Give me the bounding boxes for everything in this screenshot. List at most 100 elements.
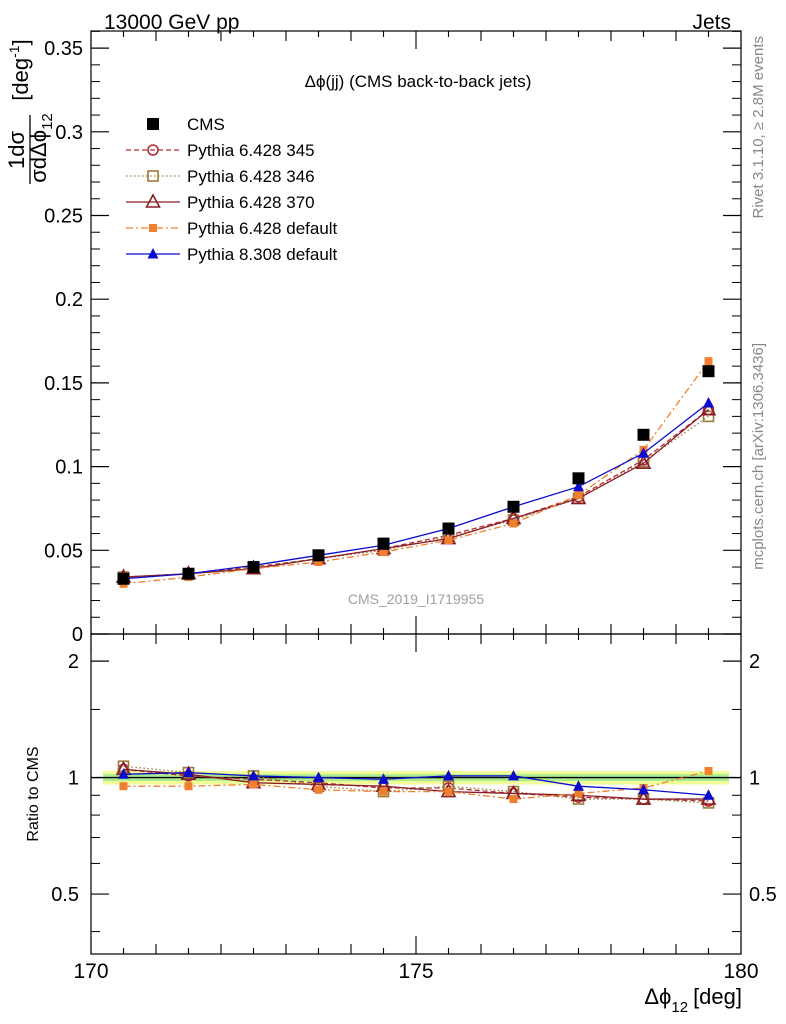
ratio-series-line xyxy=(123,768,709,802)
ratio-data-point xyxy=(509,795,518,804)
data-point xyxy=(635,454,652,470)
y-label-unit: [deg-1] xyxy=(6,39,33,100)
series-pythia-6-428-default xyxy=(119,357,713,588)
legend-marker xyxy=(147,144,159,156)
ratio-y-tick-label-right: 0.5 xyxy=(749,884,777,906)
ratio-data-point xyxy=(118,768,129,779)
rivet-version-label: Rivet 3.1.10, ≥ 2.8M events xyxy=(750,36,767,219)
ratio-series-pythia-6-428-346 xyxy=(117,760,715,809)
header-left: 13000 GeV pp xyxy=(104,11,239,34)
data-point xyxy=(703,396,714,408)
legend-item: Pythia 6.428 346 xyxy=(126,167,315,186)
legend-label: Pythia 6.428 346 xyxy=(187,167,315,186)
ratio-data-point xyxy=(313,771,324,783)
series-line xyxy=(123,360,710,585)
data-point xyxy=(637,428,650,441)
ratio-data-point xyxy=(119,782,128,791)
ratio-series-line xyxy=(123,768,709,800)
y-label-frac-num: 1dσ xyxy=(4,131,29,169)
data-point xyxy=(704,357,713,366)
y-label-frac-den: σdΔϕ12 xyxy=(26,113,56,183)
ratio-y-axis-label: Ratio to CMS xyxy=(25,746,42,841)
main-y-tick-label: 0 xyxy=(72,624,83,646)
data-point xyxy=(444,536,453,545)
mcplots-source-label: mcplots.cern.ch [arXiv:1306.3436] xyxy=(750,343,767,570)
series-pythia-6-428-346 xyxy=(117,410,715,583)
ratio-y-ticks: 0.5 0.5 1 1 2 2 xyxy=(51,651,777,933)
data-point xyxy=(507,500,520,513)
legend-marker xyxy=(145,193,161,208)
ratio-y-tick-label-right: 2 xyxy=(749,651,760,673)
ratio-data-point xyxy=(378,773,389,784)
main-series-group xyxy=(115,357,717,588)
main-y-tick-label: 0.1 xyxy=(55,457,83,479)
series-line xyxy=(123,402,709,580)
x-tick-label: 170 xyxy=(73,960,108,983)
ratio-data-point xyxy=(573,780,584,791)
data-point xyxy=(638,447,649,458)
header-right: Jets xyxy=(692,11,731,34)
ratio-y-tick-label-right: 1 xyxy=(749,768,760,790)
ratio-data-point xyxy=(379,787,388,796)
legend-label: Pythia 8.308 default xyxy=(187,245,338,264)
main-y-ticks: 0 0.05 0.1 0.15 0.2 0.25 0.3 0.35 xyxy=(44,30,741,646)
main-y-tick-label: 0.35 xyxy=(44,38,83,60)
data-point xyxy=(379,547,388,556)
chart-title: Δϕ(jj) (CMS back-to-back jets) xyxy=(305,72,532,91)
data-point xyxy=(702,410,715,423)
ratio-data-point xyxy=(704,766,713,775)
x-ticks: 170 175 180 xyxy=(73,31,759,983)
ratio-data-point xyxy=(184,782,193,791)
series-cms xyxy=(117,365,715,585)
data-point xyxy=(117,572,130,585)
x-axis-label: Δϕ12 [deg] xyxy=(644,984,742,1016)
main-y-tick-label: 0.15 xyxy=(44,373,83,395)
legend-label: Pythia 6.428 345 xyxy=(187,141,315,160)
ratio-y-tick-label: 0.5 xyxy=(51,884,79,906)
ratio-data-point xyxy=(638,783,649,795)
ratio-series-pythia-6-428-345 xyxy=(117,763,715,807)
ratio-y-tick-label: 2 xyxy=(68,651,79,673)
legend-marker xyxy=(147,248,159,259)
legend-marker xyxy=(147,118,159,130)
ratio-data-point xyxy=(508,769,519,781)
legend: CMS Pythia 6.428 345 Pythia 6.428 346 Pythi… xyxy=(126,115,338,264)
ratio-data-point xyxy=(248,769,259,781)
ratio-data-point xyxy=(249,780,258,789)
legend-marker xyxy=(147,170,159,182)
ratio-series-line xyxy=(123,771,709,796)
ratio-data-point xyxy=(443,769,454,781)
ratio-data-point xyxy=(574,789,583,798)
ratio-data-point xyxy=(444,787,453,796)
main-y-tick-label: 0.2 xyxy=(55,289,83,311)
legend-item: Pythia 6.428 default xyxy=(126,219,338,238)
x-tick-label: 175 xyxy=(398,960,433,983)
data-point xyxy=(572,472,585,485)
ratio-series-pythia-8-308-default xyxy=(118,766,714,800)
series-line xyxy=(123,409,709,578)
legend-label: Pythia 6.428 default xyxy=(187,219,338,238)
data-point xyxy=(442,522,455,535)
main-y-tick-label: 0.25 xyxy=(44,206,83,228)
data-point xyxy=(509,519,518,528)
analysis-watermark: CMS_2019_I1719955 xyxy=(348,591,484,607)
series-line xyxy=(123,415,709,578)
data-point xyxy=(702,365,715,378)
data-point xyxy=(247,561,260,574)
ratio-series-group xyxy=(115,760,717,809)
ratio-data-point xyxy=(635,790,652,805)
legend-item: Pythia 8.308 default xyxy=(126,245,338,264)
legend-item: Pythia 6.428 370 xyxy=(126,193,315,212)
data-point xyxy=(312,549,325,562)
series-pythia-6-428-345 xyxy=(117,403,715,583)
legend-label: Pythia 6.428 370 xyxy=(187,193,315,212)
main-y-tick-label: 0.3 xyxy=(55,122,83,144)
legend-label: CMS xyxy=(187,115,225,134)
ratio-data-point xyxy=(183,766,194,778)
legend-item: Pythia 6.428 345 xyxy=(126,141,315,160)
data-point xyxy=(377,537,390,550)
ratio-y-tick-label: 1 xyxy=(68,768,79,790)
data-point xyxy=(700,401,717,416)
data-point xyxy=(314,558,323,567)
